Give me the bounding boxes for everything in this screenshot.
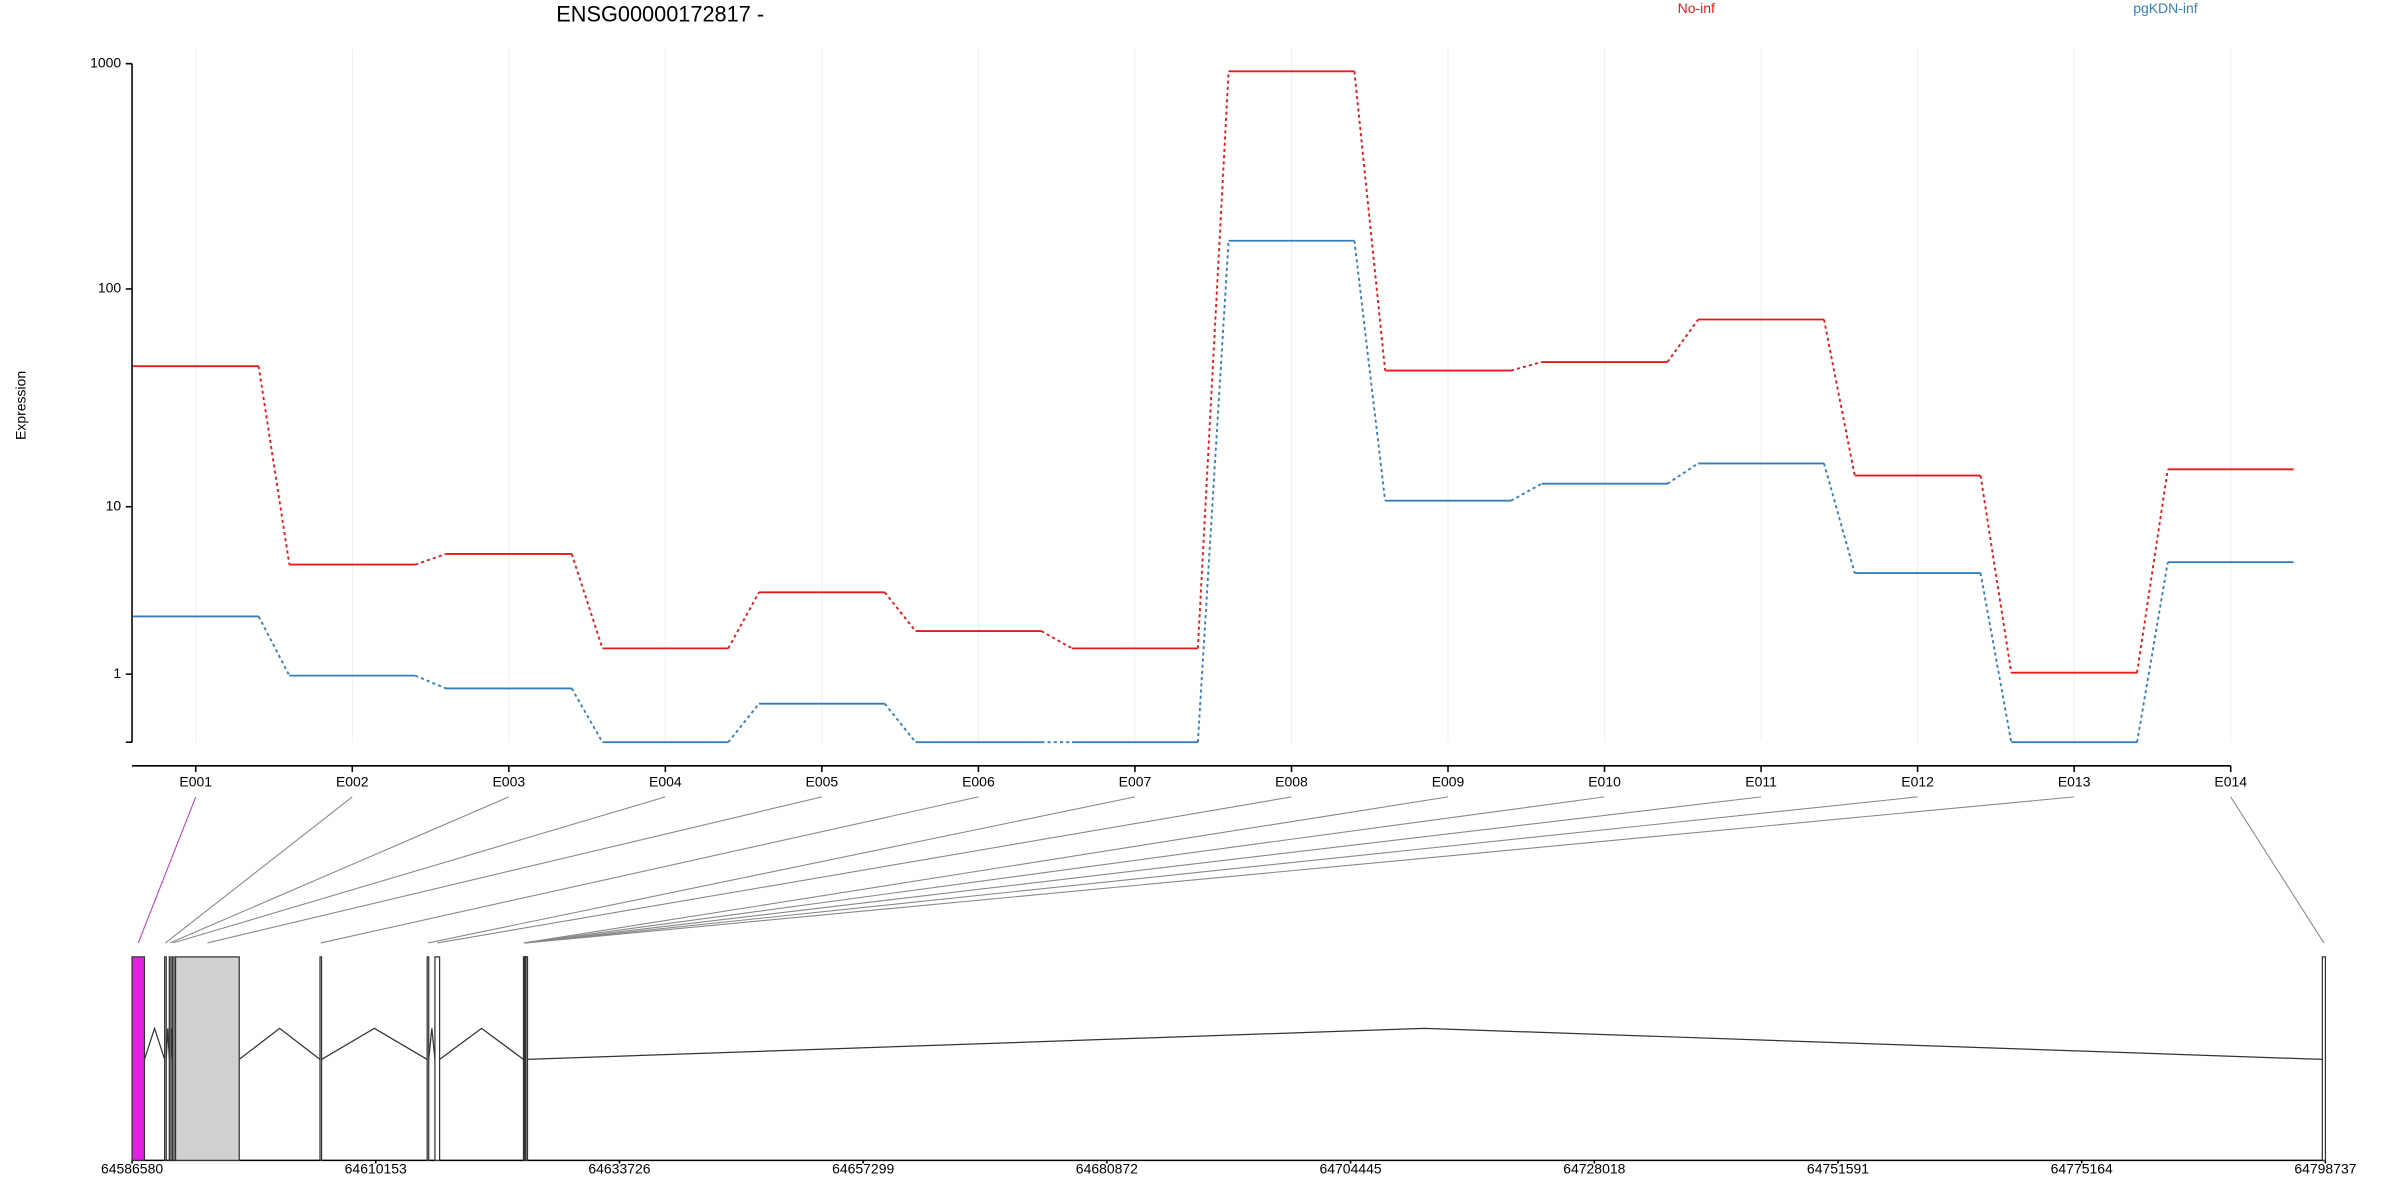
exon <box>426 956 430 1162</box>
exon-link <box>437 796 1292 944</box>
exon <box>171 956 175 1162</box>
exon-link <box>526 796 2075 944</box>
x-tick-label: E006 <box>962 774 995 790</box>
x-tick-label: 64798737 <box>2294 1160 2356 1176</box>
connector <box>727 591 760 649</box>
x-tick-label: E004 <box>649 774 682 790</box>
exon-link <box>524 796 1762 944</box>
connector <box>1040 630 1073 650</box>
x-tick-label: E011 <box>1745 774 1777 790</box>
x-tick-label: E012 <box>1901 774 1934 790</box>
y-tick-label: 1 <box>113 665 121 681</box>
x-tick-label: E001 <box>179 774 212 790</box>
exon-link <box>523 796 1449 944</box>
exon <box>131 956 146 1162</box>
exon <box>525 956 529 1162</box>
connector <box>414 674 447 690</box>
exon <box>319 956 323 1162</box>
intron <box>238 1027 321 1060</box>
connector <box>1196 240 1230 743</box>
exon-link <box>320 796 979 944</box>
connector <box>884 703 917 743</box>
connector <box>570 553 604 649</box>
connector <box>1979 572 2013 743</box>
x-tick-label: 64586580 <box>101 1160 163 1176</box>
connector <box>257 366 291 565</box>
x-tick-label: E010 <box>1588 774 1621 790</box>
connector <box>1666 318 1699 363</box>
exon-link <box>169 796 510 944</box>
y-tick-label: 1000 <box>90 54 121 70</box>
x-tick-label: 64680872 <box>1076 1160 1138 1176</box>
intron <box>428 1028 436 1060</box>
exon-link <box>173 796 666 944</box>
x-tick-label: 64657299 <box>832 1160 894 1176</box>
x-tick-label: E014 <box>2214 774 2247 790</box>
intron <box>439 1027 524 1060</box>
exon-link <box>137 796 197 944</box>
connector <box>1353 240 1387 501</box>
connector <box>1823 463 1856 574</box>
connector <box>2136 469 2169 673</box>
connector <box>884 591 917 632</box>
connector <box>1510 482 1543 502</box>
connector <box>570 687 604 743</box>
exon-link <box>207 796 822 944</box>
connector <box>1353 71 1387 371</box>
x-tick-label: 64633726 <box>588 1160 650 1176</box>
x-tick-label: E003 <box>492 774 525 790</box>
exon <box>2321 956 2327 1162</box>
connector <box>1666 462 1699 485</box>
exon-link <box>524 796 1605 944</box>
exon <box>164 956 167 1162</box>
intron <box>321 1027 428 1060</box>
x-tick-label: 64704445 <box>1320 1160 1382 1176</box>
intron <box>526 1027 2323 1061</box>
x-tick-label: 64775164 <box>2051 1160 2113 1176</box>
exon-link <box>525 796 1918 944</box>
intron <box>143 1026 166 1060</box>
y-axis-label: Expression <box>12 371 28 440</box>
chart-title: ENSG00000172817 - <box>556 1 764 26</box>
connector <box>1979 475 2013 673</box>
x-tick-label: 64610153 <box>345 1160 407 1176</box>
x-tick-label: E002 <box>336 774 369 790</box>
connector <box>2136 562 2169 743</box>
legend-entry: pgKDN-inf <box>2133 0 2198 16</box>
y-tick-label: 100 <box>98 280 122 296</box>
connector <box>727 703 760 743</box>
x-tick-label: E013 <box>2058 774 2091 790</box>
exon <box>168 956 172 1162</box>
connector <box>414 553 447 566</box>
x-tick-label: E005 <box>806 774 839 790</box>
exon-link <box>427 796 1136 944</box>
x-tick-label: E009 <box>1432 774 1465 790</box>
x-tick-label: E008 <box>1275 774 1308 790</box>
x-tick-label: E007 <box>1119 774 1152 790</box>
exon <box>434 956 441 1162</box>
y-tick-label: 10 <box>106 497 122 513</box>
exon-link <box>2230 796 2325 944</box>
exon-link <box>165 796 353 944</box>
connector <box>1196 71 1230 649</box>
exon <box>174 956 240 1162</box>
x-tick-label: 64728018 <box>1563 1160 1625 1176</box>
x-tick-label: 64751591 <box>1807 1160 1869 1176</box>
connector <box>1510 361 1542 372</box>
legend-entry: No-inf <box>1678 0 1715 16</box>
connector <box>1823 319 1856 476</box>
connector <box>257 615 291 677</box>
